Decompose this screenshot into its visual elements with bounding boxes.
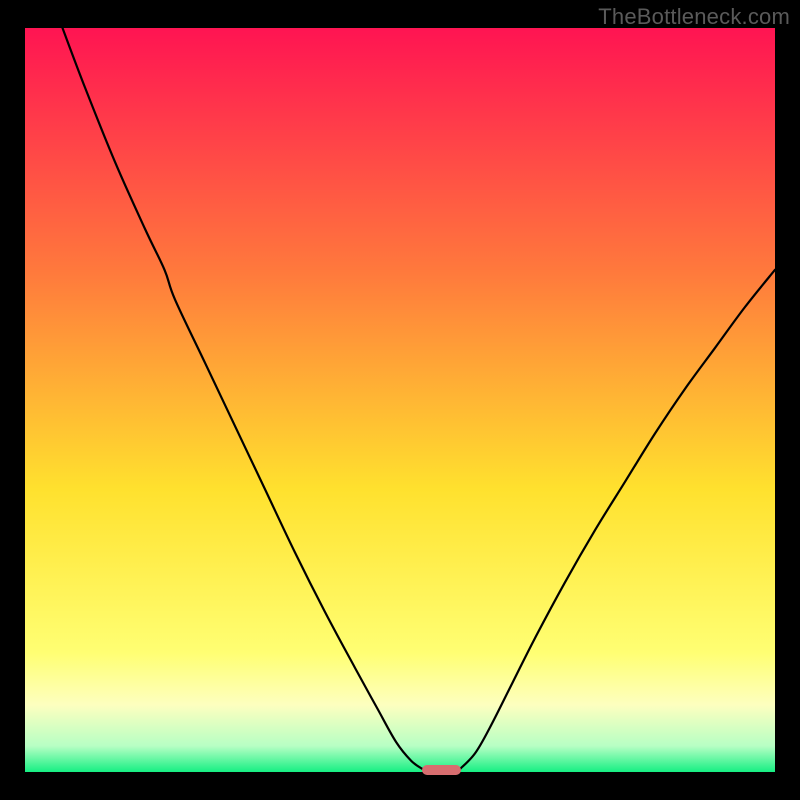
curve-right [460,270,775,769]
curve-svg [25,28,775,772]
chart-container: TheBottleneck.com [0,0,800,800]
watermark-text: TheBottleneck.com [598,4,790,30]
curve-left [63,28,423,769]
plot-area [25,28,775,772]
minimum-marker [422,765,461,775]
